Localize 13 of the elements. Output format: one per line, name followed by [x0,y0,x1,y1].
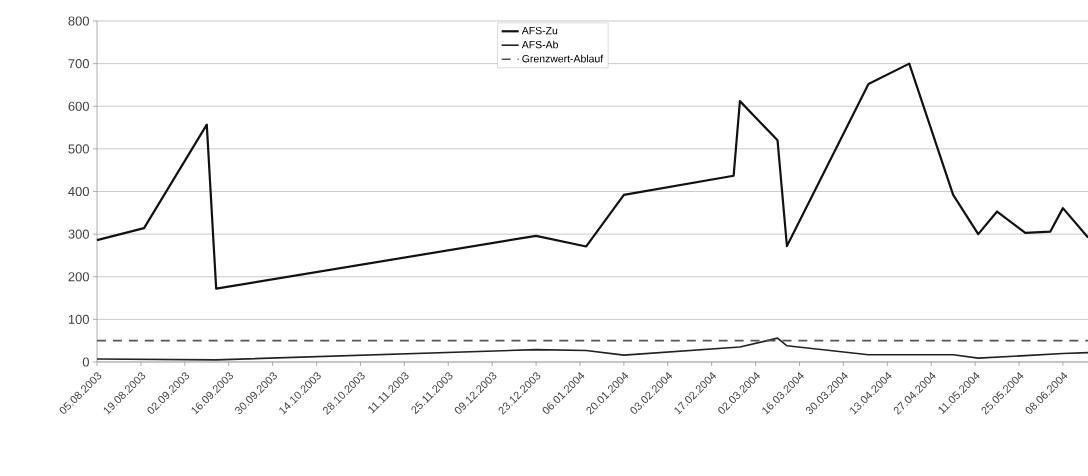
y-tick-label: 200 [68,272,89,282]
y-tick-label: 0 [82,357,90,367]
y-tick-label: 300 [68,229,89,239]
legend-label: AFS-Zu [521,26,558,35]
legend-label: Grenzwert-Ablauf [522,54,604,63]
y-tick-label: 600 [68,101,89,111]
y-tick-label: 500 [68,144,89,154]
y-tick-label: 400 [68,186,89,197]
legend-label: AFS-Ab [521,40,558,49]
line-series [95,62,1088,290]
y-tick-label: 100 [68,314,89,324]
y-tick-label: 800 [68,16,89,26]
y-tick-label: 700 [68,59,89,69]
